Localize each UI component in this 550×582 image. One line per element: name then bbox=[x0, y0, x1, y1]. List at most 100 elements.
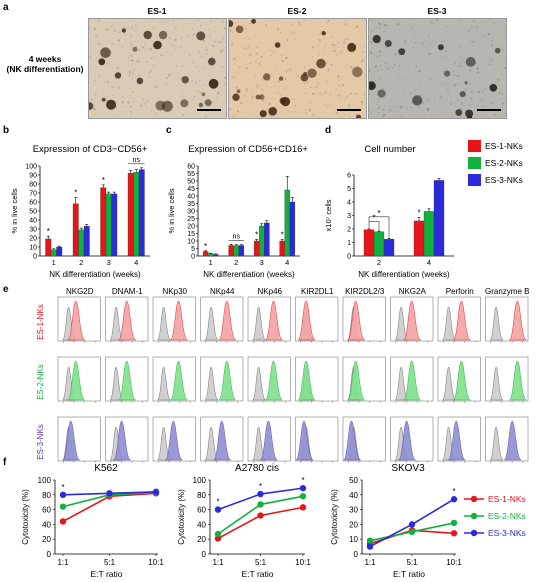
speckle bbox=[266, 107, 268, 109]
speckle bbox=[429, 77, 432, 80]
expression-curve bbox=[297, 300, 316, 341]
speckle bbox=[469, 97, 473, 100]
speckle bbox=[453, 83, 456, 86]
speckle bbox=[191, 80, 193, 82]
speckle bbox=[175, 64, 178, 67]
speckle bbox=[146, 106, 148, 108]
speckle bbox=[171, 44, 174, 47]
speckle bbox=[340, 94, 342, 96]
speckle bbox=[344, 20, 347, 23]
speckle bbox=[329, 94, 332, 97]
speckle bbox=[254, 76, 257, 78]
speckle bbox=[181, 37, 183, 39]
speckle bbox=[337, 42, 340, 45]
y-tick-label: 40 bbox=[349, 491, 358, 500]
speckle bbox=[457, 65, 460, 68]
speckle bbox=[121, 105, 124, 108]
speckle bbox=[135, 83, 137, 86]
speckle bbox=[151, 57, 153, 60]
colony bbox=[158, 30, 168, 40]
speckle bbox=[372, 110, 374, 111]
speckle bbox=[498, 78, 500, 81]
speckle bbox=[375, 103, 377, 105]
speckle bbox=[409, 23, 412, 25]
legend-marker bbox=[470, 512, 478, 520]
speckle bbox=[141, 98, 145, 101]
speckle bbox=[383, 30, 385, 33]
speckle bbox=[327, 69, 330, 72]
speckle bbox=[393, 25, 395, 27]
speckle bbox=[200, 28, 202, 29]
x-tick-label: 5:1 bbox=[255, 558, 267, 567]
speckle bbox=[171, 23, 174, 25]
y-tick-label: 10 bbox=[187, 239, 195, 246]
annotation: * bbox=[377, 209, 380, 218]
speckle bbox=[410, 107, 412, 109]
expression-curve bbox=[453, 360, 471, 401]
speckle bbox=[89, 56, 92, 58]
speckle bbox=[188, 113, 191, 116]
speckle bbox=[90, 20, 92, 22]
speckle bbox=[97, 57, 99, 59]
y-tick-label: 0 bbox=[347, 254, 351, 261]
scale-bar bbox=[477, 109, 501, 111]
speckle bbox=[106, 29, 108, 31]
annotation: * bbox=[61, 483, 64, 492]
speckle bbox=[178, 19, 180, 20]
speckle bbox=[196, 90, 199, 92]
speckle bbox=[277, 28, 280, 31]
speckle bbox=[324, 103, 327, 106]
speckle bbox=[428, 100, 430, 102]
speckle bbox=[406, 106, 409, 109]
colony bbox=[229, 20, 234, 28]
speckle bbox=[312, 55, 314, 58]
speckle bbox=[379, 50, 382, 53]
annotation: * bbox=[372, 214, 375, 223]
y-tick-label: 3 bbox=[347, 213, 351, 220]
speckle bbox=[362, 103, 364, 105]
colony bbox=[232, 93, 240, 101]
speckle bbox=[309, 86, 312, 89]
colony bbox=[316, 58, 326, 69]
marker-label: NKp44 bbox=[210, 287, 235, 296]
speckle bbox=[346, 38, 349, 40]
x-tick-label: 5:1 bbox=[406, 558, 418, 567]
speckle bbox=[342, 46, 344, 48]
x-axis-label: NK differentiation (weeks) bbox=[203, 270, 295, 279]
colony bbox=[300, 73, 309, 82]
speckle bbox=[149, 48, 153, 51]
speckle bbox=[281, 54, 284, 57]
speckle bbox=[95, 34, 98, 37]
speckle bbox=[445, 84, 447, 87]
bar bbox=[363, 229, 375, 257]
speckle bbox=[220, 50, 223, 52]
speckle bbox=[259, 63, 262, 66]
speckle bbox=[380, 83, 382, 85]
speckle bbox=[132, 78, 134, 80]
speckle bbox=[263, 90, 264, 92]
speckle bbox=[293, 98, 296, 100]
speckle bbox=[304, 92, 307, 95]
speckle bbox=[378, 22, 381, 25]
data-point bbox=[299, 493, 307, 500]
speckle bbox=[460, 65, 463, 67]
speckle bbox=[191, 39, 193, 41]
speckle bbox=[237, 110, 239, 113]
speckle bbox=[191, 28, 194, 30]
speckle bbox=[317, 83, 319, 85]
speckle bbox=[256, 86, 258, 89]
speckle bbox=[97, 42, 100, 45]
speckle bbox=[312, 92, 315, 96]
marker-label: DNAM-1 bbox=[112, 287, 143, 296]
speckle bbox=[199, 24, 202, 27]
speckle bbox=[378, 27, 381, 29]
speckle bbox=[150, 110, 153, 113]
speckle bbox=[155, 85, 158, 89]
y-tick-label: 20 bbox=[187, 224, 195, 231]
speckle bbox=[354, 81, 356, 83]
speckle bbox=[154, 84, 156, 86]
speckle bbox=[160, 23, 162, 25]
bar-chart-b: Expression of CD3−CD56+ 0 10 20 30 40 50 60 70 80… bbox=[10, 144, 150, 279]
speckle bbox=[231, 44, 233, 47]
